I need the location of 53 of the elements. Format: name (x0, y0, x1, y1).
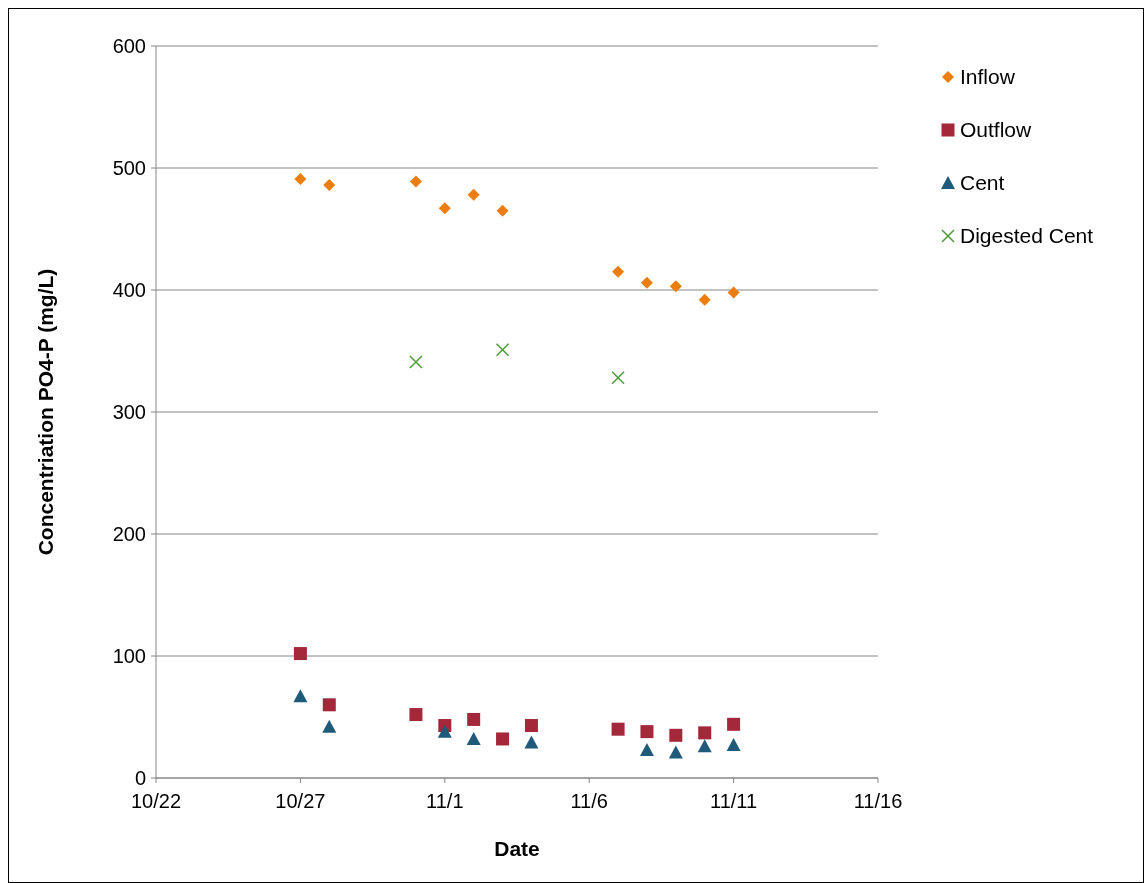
point (293, 647, 307, 661)
point (409, 175, 422, 188)
legend-label: Digested Cent (960, 224, 1094, 248)
x-tick-label: 11/1 (426, 790, 464, 812)
point (466, 731, 481, 745)
point (524, 735, 539, 749)
point (640, 725, 654, 739)
point (612, 265, 625, 278)
point (726, 738, 741, 752)
y-tick-label: 300 (112, 401, 146, 423)
legend-label: Cent (960, 171, 1005, 195)
point (727, 286, 740, 299)
y-tick-label: 100 (112, 645, 146, 667)
point (611, 371, 625, 385)
point (495, 343, 510, 357)
point (697, 739, 712, 753)
point (467, 188, 480, 201)
point (727, 717, 741, 731)
point (611, 722, 625, 736)
point (467, 712, 481, 726)
y-tick-label: 500 (112, 157, 146, 179)
point (323, 179, 336, 192)
point (294, 172, 307, 185)
point (322, 719, 337, 733)
legend-label: Outflow (960, 118, 1033, 142)
point (669, 728, 683, 742)
x-tick-label: 11/16 (853, 790, 903, 812)
point (698, 726, 712, 740)
x-tick-label: 11/6 (570, 790, 608, 812)
legend-label: Inflow (960, 65, 1016, 89)
y-tick-label: 200 (112, 523, 146, 545)
point (496, 732, 510, 746)
x-tick-label: 10/22 (130, 790, 182, 812)
point (496, 204, 509, 217)
y-tick-label: 0 (134, 767, 146, 789)
point (409, 355, 423, 369)
point (698, 293, 711, 306)
point (409, 708, 423, 722)
y-tick-label: 400 (112, 279, 146, 301)
point (438, 202, 451, 215)
point (293, 689, 308, 703)
point (524, 719, 538, 733)
x-tick-label: 10/27 (275, 790, 326, 812)
point (668, 745, 683, 759)
point (640, 276, 653, 289)
point (322, 698, 336, 712)
point (639, 742, 654, 756)
y-tick-label: 600 (112, 35, 146, 57)
y-axis-title: Concentriation PO4-P (mg/L) (34, 268, 57, 556)
x-tick-label: 11/11 (710, 790, 758, 812)
point (669, 280, 682, 293)
point (437, 724, 452, 738)
x-axis-title: Date (494, 837, 540, 860)
